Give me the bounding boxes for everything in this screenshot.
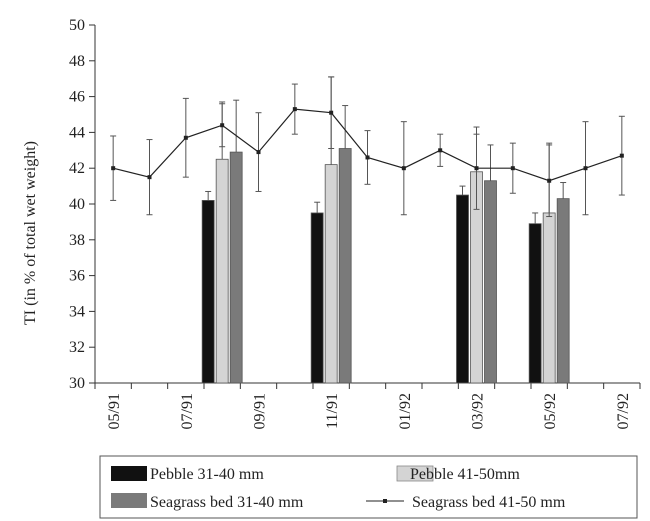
y-tick-label: 30 — [69, 375, 85, 392]
data-point — [475, 166, 479, 170]
bar — [457, 195, 469, 383]
data-point — [620, 154, 624, 158]
data-point — [584, 166, 588, 170]
bar — [529, 224, 541, 383]
x-tick-label: 07/91 — [179, 393, 196, 429]
data-point — [366, 155, 370, 159]
data-point — [257, 150, 261, 154]
legend-label-pebble-41-50: Pebble 41-50mm — [410, 466, 520, 483]
y-tick-label: 32 — [69, 339, 85, 356]
x-tick-label: 03/92 — [470, 393, 487, 429]
y-tick-label: 44 — [69, 124, 85, 141]
y-tick-label: 46 — [69, 89, 85, 106]
legend-label-pebble-31-40: Pebble 31-40 mm — [150, 466, 264, 483]
legend-swatch-pebble-31-40 — [111, 466, 147, 481]
bar — [216, 159, 228, 383]
data-point — [402, 166, 406, 170]
data-point — [184, 136, 188, 140]
plot-area: 30 32 34 36 38 40 42 44 46 48 50 05/91 07/91 09/91 11/… — [69, 17, 640, 429]
y-tick-label: 50 — [69, 17, 85, 34]
legend-label-seagrass-41-50: Seagrass bed 41-50 mm — [412, 494, 566, 511]
bar — [230, 152, 242, 383]
x-tick-label: 05/92 — [542, 393, 559, 429]
y-tick-label: 40 — [69, 196, 85, 213]
y-tick-label: 38 — [69, 232, 85, 249]
bar — [325, 165, 337, 383]
x-tick-label: 05/91 — [106, 393, 123, 429]
legend-label-seagrass-31-40: Seagrass bed 31-40 mm — [150, 494, 304, 511]
y-tick-label: 34 — [69, 303, 85, 320]
y-axis-label: TI (in % of total wet weight) — [22, 141, 39, 325]
data-point — [293, 107, 297, 111]
bar — [543, 213, 555, 383]
data-point — [547, 179, 551, 183]
data-point — [111, 166, 115, 170]
bar — [311, 213, 323, 383]
x-tick-label: 11/91 — [324, 393, 341, 429]
data-point — [511, 166, 515, 170]
x-tick-label: 07/92 — [615, 393, 632, 429]
x-tick-label: 01/92 — [397, 393, 414, 429]
bar — [485, 181, 497, 383]
y-tick-label: 42 — [69, 160, 85, 177]
legend: Pebble 31-40 mm Pebble 41-50mm Seagrass … — [100, 456, 637, 518]
bar — [557, 199, 569, 383]
data-point — [148, 175, 152, 179]
x-tick-label: 09/91 — [252, 393, 269, 429]
data-point — [329, 111, 333, 115]
y-tick-label: 48 — [69, 53, 85, 70]
data-point — [220, 123, 224, 127]
bar — [202, 200, 214, 383]
legend-marker-seagrass-41-50 — [383, 499, 387, 503]
y-tick-label: 36 — [69, 268, 85, 285]
bar — [339, 149, 351, 383]
data-point — [438, 148, 442, 152]
legend-swatch-seagrass-31-40 — [111, 493, 147, 508]
